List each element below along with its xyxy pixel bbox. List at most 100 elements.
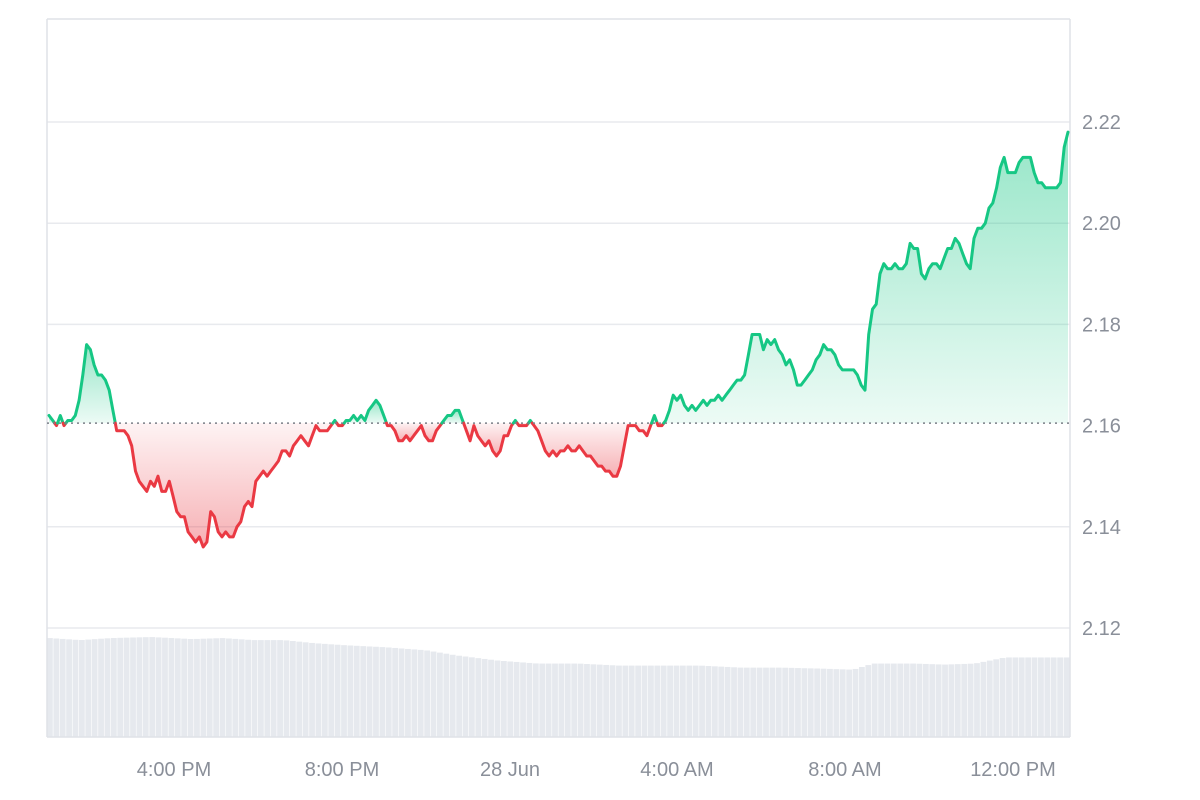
- volume-bar: [78, 640, 85, 737]
- volume-bar: [85, 639, 92, 737]
- volume-bar: [711, 666, 718, 737]
- volume-bar: [206, 638, 213, 737]
- volume-bar: [795, 668, 801, 737]
- volume-bar: [916, 663, 923, 737]
- volume-bar: [660, 665, 667, 737]
- volume-bar: [999, 658, 1006, 737]
- volume-bar: [142, 637, 149, 737]
- volume-bar: [405, 648, 411, 737]
- volume-bar: [462, 656, 469, 737]
- volume-bar: [827, 668, 833, 737]
- volume-bar: [558, 663, 565, 737]
- volume-bar: [993, 659, 1000, 737]
- volume-bar: [328, 644, 335, 737]
- volume-bar: [686, 665, 693, 737]
- volume-bar: [552, 663, 558, 737]
- volume-bar: [130, 637, 136, 737]
- area-fill-up: [663, 132, 1068, 424]
- volume-bar: [136, 637, 143, 737]
- volume-bar: [257, 640, 264, 737]
- volume-bar: [705, 665, 712, 737]
- price-line-down: [113, 421, 335, 549]
- volume-bar: [724, 666, 731, 737]
- volume-bar: [571, 663, 578, 737]
- volume-bar: [449, 654, 456, 737]
- volume-bar: [456, 655, 462, 737]
- volume-bar: [833, 669, 840, 737]
- volume-bar: [801, 668, 808, 737]
- volume-bar: [168, 638, 175, 737]
- y-tick-label: 2.18: [1082, 314, 1121, 336]
- volume-bar: [341, 645, 347, 737]
- volume-bar: [520, 662, 526, 737]
- volume-bar: [181, 638, 188, 737]
- volume-bar: [110, 637, 117, 737]
- volume-bar: [347, 645, 354, 737]
- volume-bar: [942, 664, 948, 737]
- volume-bar: [213, 638, 220, 737]
- price-line-up: [342, 398, 388, 425]
- volume-bar: [961, 663, 968, 737]
- volume-bar: [149, 637, 156, 737]
- price-line-up: [440, 408, 466, 425]
- x-tick-label: 8:00 PM: [305, 759, 379, 781]
- volume-bar: [296, 641, 303, 737]
- volume-bar: [616, 665, 622, 737]
- volume-bar: [897, 663, 904, 737]
- price-line-down: [515, 421, 530, 428]
- volume-bar: [967, 663, 974, 737]
- volume-bar: [1025, 657, 1032, 737]
- volume-bar: [174, 638, 181, 737]
- volume-bar: [782, 667, 789, 737]
- volume-bar: [731, 667, 737, 737]
- volume-bar: [1006, 657, 1012, 737]
- volume-bar: [232, 638, 239, 737]
- volume-bars: [47, 637, 1070, 737]
- x-tick-label: 8:00 AM: [808, 759, 881, 781]
- volume-bar: [922, 663, 929, 737]
- volume-bar: [590, 664, 597, 737]
- x-tick-label: 4:00 PM: [137, 759, 211, 781]
- volume-bar: [775, 667, 782, 737]
- volume-bar: [366, 646, 373, 737]
- volume-bar: [437, 652, 443, 737]
- volume-bar: [679, 665, 686, 737]
- volume-bar: [430, 651, 437, 737]
- x-tick-label: 12:00 PM: [970, 759, 1056, 781]
- volume-bar: [379, 647, 386, 737]
- volume-bar: [788, 667, 795, 737]
- volume-bar: [162, 637, 168, 737]
- volume-bar: [468, 657, 475, 737]
- volume-bar: [187, 638, 194, 737]
- volume-bar: [878, 663, 884, 737]
- volume-bar: [718, 666, 725, 737]
- volume-bar: [839, 669, 846, 737]
- volume-bar: [1031, 657, 1038, 737]
- volume-bar: [481, 658, 488, 737]
- volume-bar: [628, 665, 635, 737]
- volume-bar: [539, 663, 546, 737]
- volume-bar: [238, 639, 245, 737]
- area-fill-up: [441, 410, 464, 424]
- volume-bar: [648, 665, 654, 737]
- volume-bar: [769, 667, 776, 737]
- area-fills: [49, 132, 1068, 547]
- volume-bar: [1012, 657, 1019, 737]
- volume-bar: [1038, 657, 1044, 737]
- volume-bar: [500, 661, 507, 737]
- volume-bar: [814, 668, 821, 737]
- volume-bar: [47, 638, 53, 737]
- volume-bar: [743, 667, 750, 737]
- volume-bar: [948, 664, 955, 737]
- volume-bar: [609, 665, 616, 737]
- volume-bar: [72, 639, 79, 737]
- volume-bar: [411, 649, 418, 737]
- volume-bar: [98, 638, 104, 737]
- volume-bar: [264, 640, 271, 737]
- volume-bar: [526, 662, 533, 737]
- volume-bar: [1057, 657, 1064, 737]
- price-line-up: [650, 414, 659, 425]
- volume-bar: [488, 659, 494, 737]
- volume-bar: [935, 664, 942, 737]
